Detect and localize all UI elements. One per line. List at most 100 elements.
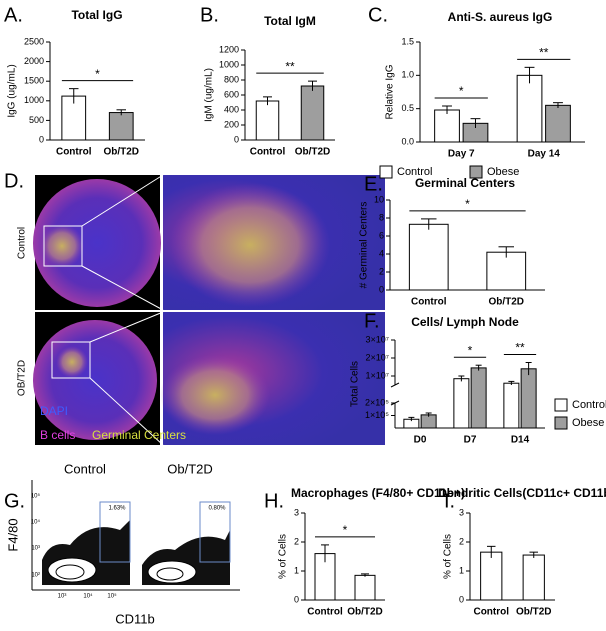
- x-tick-label: D0: [414, 435, 427, 446]
- legend-swatch: [469, 165, 483, 179]
- bar: [108, 112, 134, 141]
- bar: [408, 223, 449, 291]
- chart-title: Germinal Centers: [415, 176, 515, 190]
- y-tick-label: 1: [294, 565, 299, 575]
- y-tick-label: 0.0: [401, 136, 414, 146]
- significance-label: **: [515, 341, 525, 355]
- x-tick-label: Day 7: [448, 149, 475, 160]
- y-axis-label: Relative IgG: [385, 64, 396, 119]
- y-axis-label: IgM (ug/mL): [204, 68, 215, 122]
- significance-label: **: [285, 59, 295, 73]
- y-axis-label: Total Cells: [350, 361, 361, 407]
- y-tick-label: 1: [459, 565, 464, 575]
- x-tick-label: Control: [250, 147, 286, 158]
- y-tick-label: 1×10⁵: [365, 410, 389, 420]
- x-tick-label: D14: [511, 435, 530, 446]
- legend-swatch: [379, 165, 393, 179]
- microscopy: Control OB/T2D DAPI B cells Germinal Cen…: [17, 174, 385, 446]
- sample-label: Control: [64, 461, 106, 476]
- x-tick-label: Ob/T2D: [516, 607, 552, 618]
- y-tick-label: 2000: [24, 56, 44, 66]
- panel-letter: D.: [4, 170, 24, 192]
- y-tick-label: 1000: [219, 59, 239, 69]
- x-tick-label: Ob/T2D: [347, 607, 383, 618]
- panel-letter: G.: [4, 490, 25, 512]
- y-axis-label: % of Cells: [443, 534, 454, 579]
- chart-title: Total IgG: [71, 8, 122, 22]
- x-tick-label: Control: [411, 297, 447, 308]
- significance-label: *: [468, 343, 473, 357]
- y-tick-label: 2500: [24, 36, 44, 46]
- y-tick-label: 2×10⁷: [365, 352, 389, 362]
- y-tick-label: 1×10⁷: [365, 370, 389, 380]
- x-tick-label: 10⁴: [83, 593, 93, 600]
- axis-break: [390, 400, 400, 406]
- x-tick-label: Ob/T2D: [295, 147, 331, 158]
- bar: [420, 414, 437, 429]
- bar: [545, 104, 571, 143]
- chart-title: Total IgM: [264, 14, 316, 28]
- y-tick-label: 400: [224, 104, 239, 114]
- axis-break: [390, 382, 400, 388]
- y-tick-label: 0: [379, 284, 384, 294]
- row-label: OB/T2D: [17, 360, 28, 396]
- chart-title: Macrophages (F4/80+ CD11b+): [291, 486, 465, 500]
- y-tick-label: 1200: [219, 44, 239, 54]
- bar: [255, 100, 280, 141]
- y-tick-label: 10: [374, 194, 384, 204]
- y-tick-label: 1.0: [401, 70, 414, 80]
- chart-title: Cells/ Lymph Node: [411, 315, 519, 329]
- y-axis-label: # Germinal Centers: [359, 202, 370, 289]
- panel-letter: C.: [368, 4, 388, 26]
- legend-label: Obese: [572, 417, 604, 429]
- y-axis-label: IgG (ug/mL): [7, 64, 18, 117]
- chart-title: Dendritic Cells(CD11c+ CD11b+): [438, 486, 606, 500]
- legend-label: Control: [572, 399, 606, 411]
- bar: [453, 378, 470, 429]
- x-axis-label: CD11b: [115, 611, 155, 626]
- y-tick-label: 10⁴: [31, 519, 41, 526]
- y-tick-label: 10²: [31, 573, 40, 579]
- y-tick-label: 800: [224, 74, 239, 84]
- gate-label: 1.63%: [108, 506, 126, 512]
- significance-label: *: [95, 67, 100, 81]
- legend-label: Control: [397, 166, 432, 178]
- panel-letter: H.: [264, 490, 284, 512]
- y-tick-label: 0: [39, 134, 44, 144]
- flow-plots: Control Ob/T2D 1.63% 0.80% CD11b F4/80 1…: [5, 461, 240, 626]
- y-axis-label: F4/80: [5, 518, 20, 551]
- y-tick-label: 0.5: [401, 103, 414, 113]
- y-tick-label: 1.5: [401, 36, 414, 46]
- bar: [434, 109, 460, 143]
- x-tick-label: 10⁵: [107, 593, 117, 600]
- significance-label: **: [539, 46, 549, 60]
- stain-label: B cells: [40, 428, 75, 442]
- x-tick-label: Control: [56, 147, 92, 158]
- bar: [300, 85, 325, 141]
- y-tick-label: 3: [459, 507, 464, 517]
- x-tick-label: Ob/T2D: [103, 147, 139, 158]
- bar: [522, 554, 545, 601]
- chart-title: Anti-S. aureus IgG: [448, 10, 553, 24]
- panel-letter: B.: [200, 4, 219, 26]
- y-tick-label: 200: [224, 119, 239, 129]
- legend-label: Obese: [487, 166, 519, 178]
- y-tick-label: 0: [294, 594, 299, 604]
- x-tick-label: Control: [473, 607, 509, 618]
- y-tick-label: 10⁵: [31, 493, 41, 500]
- bar: [470, 367, 487, 429]
- panel-letter: F.: [364, 310, 380, 332]
- x-tick-label: 10³: [58, 594, 67, 600]
- gate-label: 0.80%: [208, 506, 226, 512]
- x-tick-label: D7: [464, 435, 477, 446]
- significance-label: *: [343, 523, 348, 537]
- significance-label: *: [459, 84, 464, 98]
- y-tick-label: 2: [294, 536, 299, 546]
- stain-label: Germinal Centers: [92, 428, 186, 442]
- row-label: Control: [17, 227, 28, 259]
- bar: [480, 551, 503, 601]
- sample-label: Ob/T2D: [167, 461, 213, 476]
- y-tick-label: 10³: [31, 546, 40, 552]
- x-tick-label: Control: [307, 607, 343, 618]
